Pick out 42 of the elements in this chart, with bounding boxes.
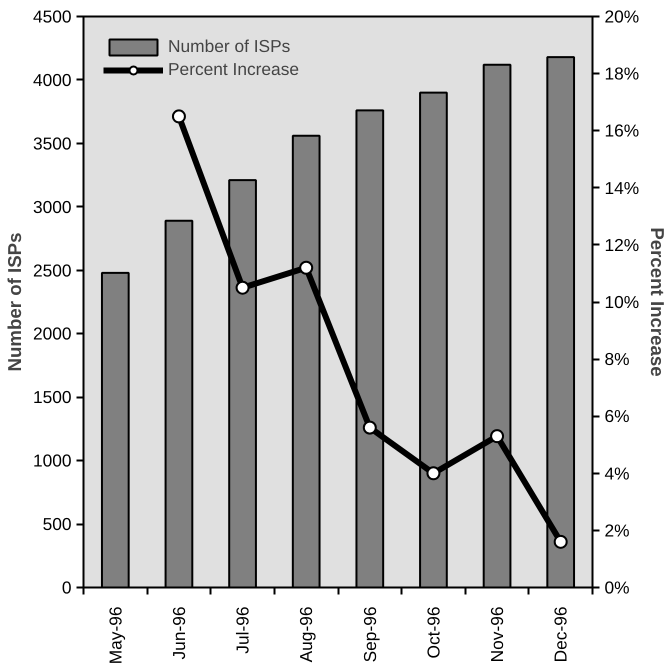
y2-tick-label: 10% [604, 292, 640, 312]
point [172, 109, 186, 124]
y2-tick-label: 0% [604, 578, 630, 598]
point [490, 429, 504, 444]
y-tick-label: 2000 [32, 324, 72, 344]
y-axis-title: Number of ISPs [4, 232, 25, 372]
y-tick-label: 3500 [32, 133, 72, 154]
point [554, 534, 568, 549]
y2-tick-label: 18% [604, 64, 640, 84]
x-tick-label: Aug-96 [296, 606, 316, 662]
y-tick-label: 1500 [32, 387, 72, 408]
point [426, 466, 440, 480]
x-tick-label: Jul-96 [232, 606, 253, 654]
y2-tick-label: 20% [604, 6, 640, 26]
bar [100, 272, 130, 588]
y-tick-label: 4500 [32, 6, 72, 26]
point [299, 260, 314, 275]
y-tick-label: 500 [42, 514, 72, 534]
legend-label: Number of ISPs [168, 36, 290, 57]
y2-tick-label: 12% [604, 234, 640, 255]
point [362, 420, 377, 435]
y2-tick-label: 4% [604, 463, 630, 484]
x-tick-label: Oct-96 [423, 606, 444, 658]
point [236, 280, 250, 295]
x-tick-label: Dec-96 [550, 606, 571, 662]
legend-label: Percent Increase [168, 59, 299, 80]
y-tick-label: 3000 [32, 196, 72, 217]
y2-tick-label: 2% [604, 520, 630, 540]
y-tick-label: 0 [62, 578, 72, 598]
y-tick-label: 4000 [32, 70, 72, 90]
y2-tick-label: 14% [604, 178, 640, 198]
y-tick-label: 1000 [32, 450, 72, 471]
x-tick-label: Sep-96 [360, 606, 380, 662]
y2-tick-label: 6% [604, 406, 630, 426]
x-tick-label: Nov-96 [487, 606, 508, 662]
y2-tick-label: 8% [604, 349, 630, 370]
bar [164, 220, 194, 588]
y2-axis-title: Percent Increase [647, 227, 668, 377]
x-tick-label: Jun-96 [168, 606, 189, 660]
x-tick-label: May-96 [105, 606, 126, 664]
y2-tick-label: 16% [604, 120, 640, 141]
y-tick-label: 2500 [32, 260, 72, 280]
